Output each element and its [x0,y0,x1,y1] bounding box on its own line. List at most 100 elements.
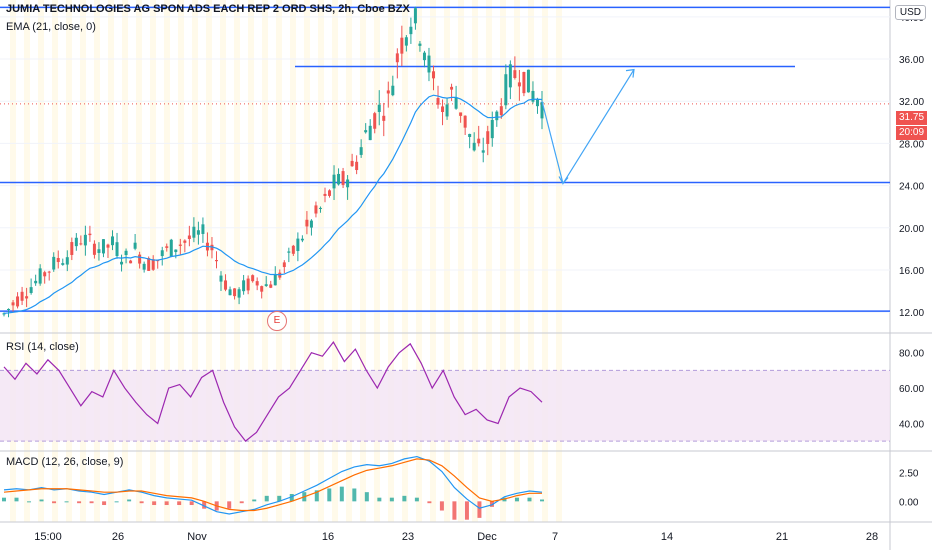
macd-tick-label: 0.00 [899,497,919,508]
session-stripe [206,0,212,522]
candle-body [269,284,273,288]
price-tick-label: 32.00 [899,97,924,108]
session-stripe [24,0,30,522]
candle-body [169,239,173,257]
candle-body [296,238,300,252]
candle-body [237,289,241,298]
macd-indicator-label[interactable]: MACD (12, 26, close, 9) [6,456,124,468]
candle-body [409,26,413,35]
candle-body [2,313,6,315]
currency-button[interactable]: USD [894,5,926,20]
session-stripe [10,0,16,522]
candle-body [368,125,372,141]
session-stripe [332,0,338,522]
candle-body [147,258,151,271]
candle-body [16,296,20,307]
macd-histogram-bar [402,495,407,502]
session-stripe [290,0,296,522]
candle-body [495,111,499,121]
candle-body [391,85,395,96]
macd-histogram-bar [439,501,444,511]
session-stripe [192,0,198,522]
candle-body [214,260,218,262]
ema-indicator-label[interactable]: EMA (21, close, 0) [6,21,96,33]
session-stripe [444,0,450,522]
session-stripe [416,0,422,522]
session-stripe [500,0,506,522]
session-stripe [122,0,128,522]
session-stripe [178,0,184,522]
candle-body [47,271,51,273]
candle-body [413,8,417,24]
macd-histogram-bar [427,501,432,504]
candle-body [450,86,454,90]
candle-body [377,104,381,112]
candle-body [499,106,503,116]
earnings-badge[interactable]: E [267,311,287,331]
ema-line [3,94,543,314]
session-stripe [220,0,226,522]
macd-histogram-bar [14,497,19,502]
candle-body [160,250,164,257]
candle-body [74,237,78,247]
candle-body [346,179,350,188]
candle-body [88,233,92,236]
candle-body [273,274,277,286]
candle-body [300,238,304,241]
session-stripe [402,0,408,522]
macd-histogram-bar [289,494,294,502]
candle-body [29,287,33,293]
candle-body [56,258,60,263]
session-stripe [66,0,72,522]
macd-histogram-bar [239,501,244,504]
candle-body [382,115,386,121]
rsi-indicator-label[interactable]: RSI (14, close) [6,341,79,353]
candle-body [38,268,42,284]
candle-body [129,260,133,264]
macd-histogram-bar [102,501,107,506]
candle-body [287,251,291,253]
time-tick-label: 26 [112,531,124,543]
candle-body [133,242,137,249]
session-stripe [346,0,352,522]
macd-histogram-bar [114,501,119,503]
macd-histogram-bar [39,499,44,502]
candle-body [486,131,490,144]
candle-body [242,280,246,292]
session-stripe [528,0,534,522]
rsi-line [3,340,543,443]
last-price-tag: 31.75 [896,111,928,125]
session-stripe [276,0,282,522]
macd-histogram-bar [377,497,382,502]
time-tick-label: 23 [402,531,414,543]
candle-body [309,220,313,228]
candle-body [359,147,363,155]
macd-histogram-bar [414,497,419,502]
price-tick-label: 20.00 [899,224,924,235]
candle-body [25,296,29,299]
rsi-tick-label: 60.00 [899,384,924,395]
candle-body [526,69,530,93]
candle-body [400,37,404,54]
candle-body [83,234,87,246]
session-stripe [108,0,114,522]
macd-histogram-bar [189,501,194,506]
candle-body [138,254,142,264]
candle-body [531,90,535,102]
candle-body [92,243,96,255]
candle-body [454,97,458,109]
candle-body [337,173,341,185]
candle-body [395,53,399,63]
macd-histogram-bar [339,486,344,502]
macd-histogram-bar [277,495,282,502]
session-stripe [248,0,254,522]
candle-body [355,161,359,171]
candle-body [436,98,440,105]
rsi-band [0,370,890,442]
candle-body [282,262,286,268]
session-stripe [360,0,366,522]
candle-body [513,70,517,78]
macd-histogram-bar [139,501,144,504]
